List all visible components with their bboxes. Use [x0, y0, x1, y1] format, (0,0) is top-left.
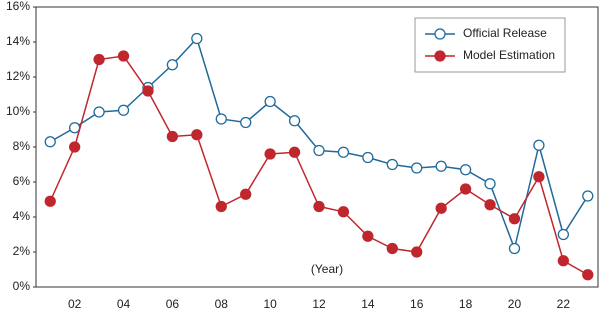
- y-tick-label: 0%: [13, 279, 31, 293]
- data-point: [313, 200, 325, 213]
- x-tick-label: 12: [312, 297, 326, 311]
- data-point: [264, 95, 276, 108]
- data-point: [313, 144, 325, 157]
- data-point: [362, 230, 374, 242]
- x-tick-label: 20: [508, 297, 522, 311]
- data-point: [93, 53, 105, 66]
- data-point: [117, 104, 130, 116]
- legend-marker: [434, 50, 446, 62]
- series-line: [49, 55, 589, 276]
- data-point: [411, 246, 423, 258]
- data-point: [435, 202, 447, 214]
- data-point: [44, 136, 56, 148]
- data-point: [508, 242, 521, 255]
- data-point: [533, 139, 545, 151]
- y-tick-label: 12%: [6, 69, 30, 83]
- x-tick-label: 18: [459, 297, 473, 311]
- x-tick-label: 02: [68, 297, 82, 311]
- data-point: [240, 116, 252, 129]
- data-point: [44, 195, 56, 207]
- y-tick-label: 4%: [13, 209, 31, 223]
- x-tick-label: 14: [361, 297, 375, 311]
- legend-label: Official Release: [463, 26, 547, 40]
- legend-label: Model Estimation: [463, 48, 555, 62]
- y-tick-label: 2%: [13, 244, 31, 258]
- y-tick-label: 8%: [13, 139, 31, 153]
- data-point: [411, 162, 423, 174]
- data-point: [484, 178, 496, 190]
- data-point: [288, 115, 301, 127]
- annotation: (Year): [311, 262, 343, 276]
- data-point: [582, 269, 594, 281]
- data-point: [557, 255, 569, 267]
- data-point: [459, 183, 472, 195]
- data-point: [166, 130, 179, 143]
- data-point: [191, 32, 203, 45]
- data-point: [508, 213, 521, 225]
- y-tick-label: 10%: [6, 104, 30, 118]
- data-point: [166, 59, 179, 71]
- data-point: [362, 151, 374, 164]
- data-point: [240, 188, 252, 200]
- data-point: [288, 146, 301, 158]
- data-point: [191, 129, 203, 141]
- x-tick-label: 22: [557, 297, 571, 311]
- data-point: [484, 199, 496, 211]
- legend-box: [414, 17, 566, 73]
- data-point: [93, 106, 105, 118]
- x-tick-label: 10: [263, 297, 277, 311]
- data-point: [337, 146, 350, 158]
- data-point: [142, 85, 154, 97]
- legend-marker: [434, 28, 446, 40]
- y-tick-label: 16%: [6, 0, 30, 13]
- data-point: [386, 242, 398, 255]
- data-point: [386, 158, 398, 171]
- data-point: [117, 50, 130, 62]
- data-point: [215, 113, 227, 125]
- data-point: [435, 160, 447, 172]
- y-tick-label: 6%: [13, 174, 31, 188]
- data-point: [264, 148, 276, 160]
- x-tick-label: 16: [410, 297, 424, 311]
- x-tick-label: 08: [215, 297, 229, 311]
- x-tick-label: 06: [166, 297, 180, 311]
- data-point: [533, 171, 545, 183]
- y-tick-label: 14%: [6, 34, 30, 48]
- data-point: [557, 228, 569, 241]
- data-point: [69, 141, 81, 153]
- data-point: [69, 122, 81, 134]
- data-point: [337, 206, 350, 218]
- x-tick-label: 04: [117, 297, 131, 311]
- data-point: [459, 164, 472, 176]
- data-point: [582, 190, 594, 202]
- data-point: [215, 200, 227, 213]
